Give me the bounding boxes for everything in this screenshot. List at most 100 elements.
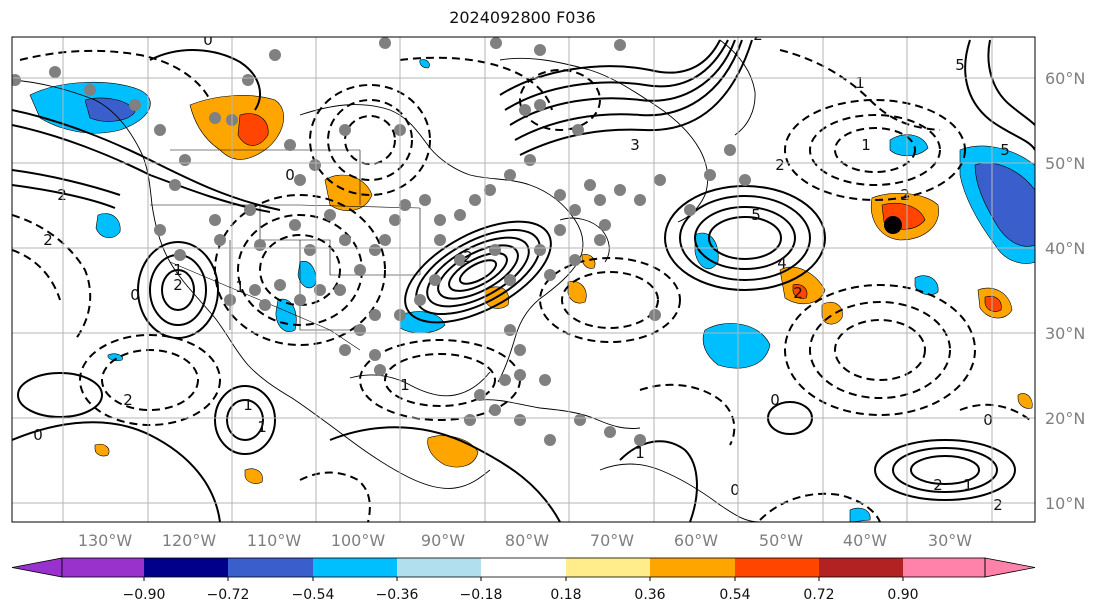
observation-dot xyxy=(554,189,566,201)
contour-line xyxy=(214,385,276,455)
contour-line xyxy=(519,39,753,156)
shaded-region xyxy=(94,443,110,457)
observation-dot xyxy=(454,254,466,266)
observation-dot xyxy=(454,209,466,221)
contour-line xyxy=(12,184,116,209)
contour-line xyxy=(12,421,221,522)
shaded-region xyxy=(107,353,123,362)
colorbar-segment xyxy=(566,558,650,577)
lat-tick-label: 20°N xyxy=(1045,409,1085,428)
lat-tick-label: 50°N xyxy=(1045,154,1085,173)
contour-line xyxy=(959,403,1031,421)
contour-label: 0 xyxy=(285,166,295,184)
contour-label: 2 xyxy=(993,496,1003,514)
observation-dot xyxy=(244,204,256,216)
coastline xyxy=(599,463,761,522)
observation-dot xyxy=(554,224,566,236)
observation-dot xyxy=(594,194,606,206)
observation-dot xyxy=(654,174,666,186)
contour-line xyxy=(79,334,221,426)
contour-label: 1 xyxy=(173,261,183,279)
observation-dot xyxy=(519,104,531,116)
observation-dot xyxy=(534,44,546,56)
contour-line xyxy=(214,194,386,346)
observation-dot xyxy=(599,219,611,231)
lon-tick-label: 90°W xyxy=(421,531,465,550)
observation-dot xyxy=(304,244,316,256)
contour-line xyxy=(708,216,782,260)
coastline xyxy=(499,57,709,223)
contour-line xyxy=(161,269,195,311)
observation-dot xyxy=(419,194,431,206)
contour-line xyxy=(519,69,601,131)
contour-line xyxy=(399,56,553,111)
observation-dot xyxy=(634,434,646,446)
shaded-region xyxy=(974,162,1035,247)
lon-tick-label: 120°W xyxy=(162,531,217,550)
contour-line xyxy=(329,426,561,522)
observation-dot xyxy=(684,204,696,216)
coastline xyxy=(479,399,641,429)
observation-dot xyxy=(324,209,336,221)
map-frame xyxy=(11,36,1036,523)
contour-label: 2 xyxy=(753,26,763,44)
contour-label: 2 xyxy=(57,186,67,204)
coastline xyxy=(12,79,491,489)
observation-dot xyxy=(704,169,716,181)
observation-dot xyxy=(12,74,21,86)
contour-line xyxy=(964,39,1035,151)
observation-dot xyxy=(284,139,296,151)
observation-dot xyxy=(434,214,446,226)
contour-label: 5 xyxy=(751,206,761,224)
contour-line xyxy=(504,39,729,111)
lon-tick-label: 50°W xyxy=(759,531,803,550)
shaded-region xyxy=(399,311,446,334)
colorbar-segment xyxy=(735,558,819,577)
lat-tick-label: 30°N xyxy=(1045,324,1085,343)
observation-dot xyxy=(289,219,301,231)
observation-dot xyxy=(339,124,351,136)
shaded-region xyxy=(889,134,929,157)
contour-line xyxy=(874,439,1016,501)
contour-line xyxy=(539,257,681,343)
observation-dot xyxy=(504,324,516,336)
observation-dot xyxy=(534,244,546,256)
observation-dot xyxy=(242,74,254,86)
contour-line xyxy=(149,49,261,111)
observation-dot xyxy=(214,234,226,246)
coastline xyxy=(349,371,491,397)
observation-dot xyxy=(379,37,391,49)
colorbar-tick-label: 0.36 xyxy=(634,587,665,603)
observation-dot xyxy=(224,294,236,306)
contour-label: 2 xyxy=(173,276,183,294)
observation-dot xyxy=(584,179,596,191)
contour-line xyxy=(784,99,966,201)
contour-line xyxy=(17,372,103,418)
border xyxy=(150,149,421,331)
shaded-region xyxy=(984,295,1002,312)
contour-line xyxy=(910,455,980,485)
observation-dot xyxy=(399,199,411,211)
shaded-region xyxy=(297,260,316,289)
shaded-region xyxy=(567,280,587,304)
colorbar-segment xyxy=(144,558,228,577)
contour-label: 1 xyxy=(235,278,245,296)
contour-line xyxy=(639,383,736,446)
contour-line xyxy=(458,259,498,285)
contour-label: 1 xyxy=(257,418,267,436)
contour-line xyxy=(809,301,951,399)
observation-dot xyxy=(154,224,166,236)
lon-tick-label: 130°W xyxy=(78,531,133,550)
shaded-region xyxy=(914,275,939,296)
observation-dot xyxy=(374,364,386,376)
contour-line xyxy=(784,284,976,416)
shaded-region xyxy=(792,284,808,299)
observation-dot xyxy=(84,84,96,96)
colorbar-segment xyxy=(313,558,397,577)
observation-dot xyxy=(259,299,271,311)
contour-line xyxy=(509,39,736,126)
contour-line xyxy=(327,99,413,181)
observation-dot xyxy=(514,344,526,356)
observation-dot xyxy=(594,234,606,246)
